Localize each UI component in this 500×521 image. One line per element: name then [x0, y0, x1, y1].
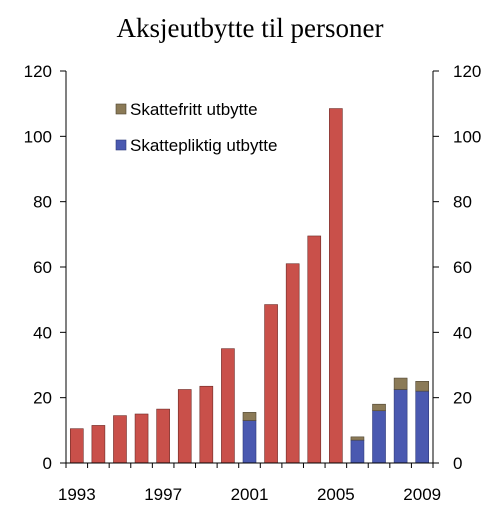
bar-2000 [221, 348, 235, 464]
bar-skattefritt-2009 [415, 381, 430, 392]
bar-skattefritt-2007 [372, 403, 386, 412]
y-tick-label-right-120: 120 [453, 62, 481, 81]
bar-2002 [264, 304, 278, 464]
y-tick-label-right-0: 0 [453, 454, 462, 473]
y-tick-label-left-120: 120 [24, 62, 52, 81]
bar-1999 [199, 385, 214, 464]
x-tick-label-1997: 1997 [144, 485, 182, 504]
y-tick-label-right-80: 80 [453, 193, 472, 212]
bar-skattepliktig-2009 [415, 390, 430, 464]
bar-skattefritt-2008 [393, 377, 408, 390]
plot-area [69, 108, 430, 464]
legend-swatch-skattepliktig [115, 139, 127, 151]
y-tick-label-left-0: 0 [43, 454, 52, 473]
bar-1993 [69, 428, 84, 464]
x-tick-label-2001: 2001 [231, 485, 269, 504]
bar-1994 [91, 425, 106, 464]
bar-skattepliktig-2007 [372, 410, 386, 464]
chart-title: Aksjeutbytte til personer [117, 13, 384, 43]
y-tick-label-right-60: 60 [453, 258, 472, 277]
bar-1996 [134, 413, 149, 464]
x-tick-label-2009: 2009 [403, 485, 441, 504]
y-tick-label-left-80: 80 [33, 193, 52, 212]
y-tick-label-left-60: 60 [33, 258, 52, 277]
bar-2004 [307, 235, 322, 464]
legend-swatch-skattefritt [115, 103, 127, 115]
y-tick-label-left-20: 20 [33, 389, 52, 408]
bar-skattepliktig-2006 [350, 439, 365, 464]
legend-label-skattefritt: Skattefritt utbytte [130, 100, 258, 119]
bar-2005 [329, 108, 343, 464]
y-tick-label-left-40: 40 [33, 323, 52, 342]
legend: Skattefritt utbytte Skattepliktig utbytte [115, 100, 277, 155]
bar-2003 [285, 263, 300, 464]
bar-skattepliktig-2001 [242, 420, 257, 464]
axes: 0 0 20 20 40 40 60 60 80 80 100 100 120 120 1993 1997 20… [24, 62, 482, 504]
bar-skattepliktig-2008 [393, 389, 408, 464]
x-tick-label-1993: 1993 [58, 485, 96, 504]
y-tick-label-right-20: 20 [453, 389, 472, 408]
bar-1995 [113, 415, 127, 464]
legend-label-skattepliktig: Skattepliktig utbytte [130, 136, 277, 155]
y-tick-label-left-100: 100 [24, 127, 52, 146]
bar-skattefritt-2006 [350, 436, 365, 441]
bar-1997 [156, 408, 170, 464]
x-tick-label-2005: 2005 [317, 485, 355, 504]
bar-skattefritt-2001 [242, 412, 257, 421]
y-tick-label-right-100: 100 [453, 127, 481, 146]
bar-1998 [177, 389, 192, 464]
y-tick-label-right-40: 40 [453, 323, 472, 342]
